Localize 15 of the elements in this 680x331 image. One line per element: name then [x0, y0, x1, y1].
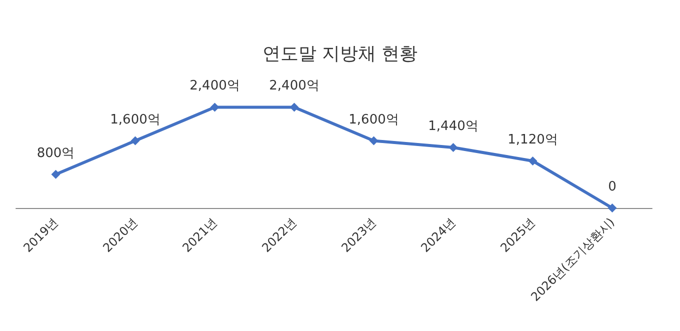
point	[51, 170, 60, 179]
data-label: 1,600억	[110, 112, 160, 128]
data-label: 0	[608, 180, 616, 194]
point	[369, 136, 378, 146]
data-label: 800억	[36, 146, 75, 161]
point	[448, 143, 458, 152]
data-label: 1,600억	[348, 112, 399, 128]
point	[130, 136, 140, 146]
data-label: 1,120억	[508, 132, 558, 148]
data-label: 1,440억	[428, 119, 478, 134]
data-label: 2,400억	[190, 78, 240, 94]
chart-title: 연도말 지방채 현황	[262, 44, 418, 64]
point	[528, 156, 538, 166]
data-label: 2,400억	[269, 78, 320, 94]
point	[608, 204, 617, 212]
